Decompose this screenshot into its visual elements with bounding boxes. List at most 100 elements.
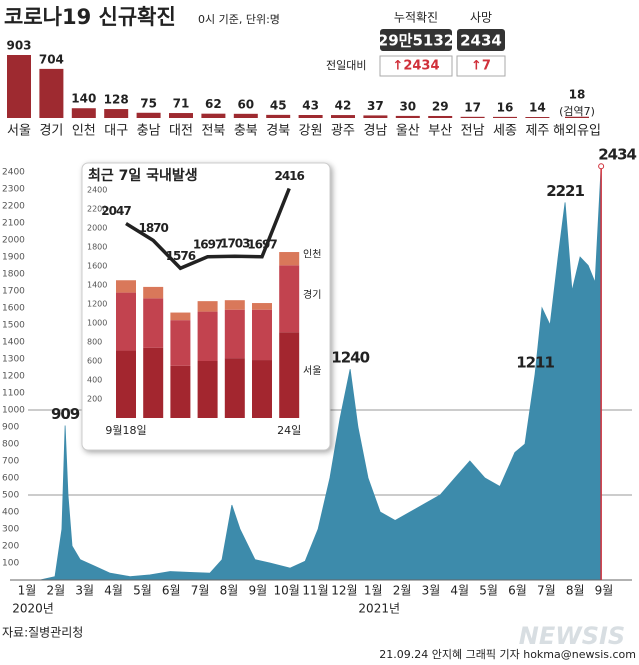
bar-segment — [252, 309, 272, 361]
bar — [331, 115, 355, 118]
value-label: 704 — [39, 52, 64, 66]
bar-segment — [279, 332, 300, 418]
category-label: 충북 — [234, 124, 258, 139]
stat-value: 29만5132 — [378, 32, 454, 50]
category-label: 대전 — [169, 124, 193, 139]
bar — [104, 109, 129, 118]
value-label: 30 — [399, 99, 416, 113]
line-label: 1703 — [220, 237, 250, 251]
source: 자료:질병관리청 — [2, 626, 83, 640]
inset-chart: 최근 7일 국내발생 200 400 600 800 1000 1200 1400 1600 18… — [87, 167, 321, 437]
bar-segment — [279, 265, 300, 333]
bar — [266, 114, 291, 118]
legend-label: 인천 — [303, 249, 321, 261]
bar — [39, 68, 64, 118]
x-tick-label: 3월 — [422, 584, 441, 598]
line-label: 1697 — [247, 237, 277, 251]
annotation: (검역7) — [559, 105, 595, 118]
x-tick-label: 12월 — [331, 584, 357, 598]
y-tick-label: 2400 — [87, 186, 107, 195]
bar — [298, 115, 323, 118]
y-tick-label: 1000 — [2, 406, 25, 416]
category-label: 충남 — [137, 124, 161, 139]
bar — [428, 115, 453, 118]
line — [125, 187, 291, 271]
bar-segment — [252, 303, 272, 310]
bar — [565, 116, 589, 118]
bar-segment — [170, 312, 191, 321]
legend-label: 경기 — [303, 288, 321, 301]
bar-segment — [143, 298, 164, 348]
y-tick-label: 600 — [87, 357, 102, 366]
bar — [233, 113, 258, 118]
value-label: 43 — [302, 99, 319, 113]
bar — [460, 116, 485, 118]
x-tick-label: 10월 — [274, 584, 300, 598]
y-tick-label: 200 — [2, 542, 19, 552]
y-tick-label: 2200 — [2, 202, 25, 212]
value-label: 14 — [529, 101, 546, 115]
credit: 21.09.24 안지혜 그래픽 기자 hokma@newsis.com — [379, 648, 636, 661]
y-tick-label: 300 — [2, 525, 19, 535]
bar-segment — [252, 360, 272, 418]
category-label: 전북 — [201, 124, 225, 139]
y-tick-label: 1600 — [87, 262, 107, 271]
bar — [395, 115, 420, 118]
bar-segment — [224, 300, 245, 310]
x-tick-label: 3월 — [75, 584, 94, 598]
area — [39, 166, 602, 581]
x-tick-label: 11월 — [302, 584, 328, 598]
bar-segment — [279, 252, 300, 266]
watermark: NEWSIS — [519, 622, 625, 650]
category-label: 울산 — [396, 124, 420, 139]
bar-segment — [143, 286, 164, 299]
value-label: 903 — [6, 39, 31, 53]
x-tick-label: 6월 — [162, 584, 181, 598]
y-tick-label: 900 — [2, 423, 19, 433]
category-label: 서울 — [7, 124, 31, 139]
y-tick-label: 1800 — [2, 270, 25, 280]
stat-box — [457, 29, 505, 51]
category-label: 부산 — [428, 124, 452, 139]
bar-segment — [197, 361, 218, 418]
value-label: 62 — [205, 97, 222, 111]
line-label: 1870 — [138, 221, 168, 235]
stat-label: 누적확진 — [394, 11, 438, 25]
y-tick-label: 1500 — [2, 321, 25, 331]
bar-segment — [224, 358, 245, 418]
y-tick-label: 1400 — [87, 281, 107, 290]
y-tick-label: 1400 — [2, 338, 25, 348]
bar — [493, 116, 517, 118]
x-tick-label: 9월 — [595, 584, 614, 598]
stat-box — [379, 55, 453, 77]
x-tick-label: 7월 — [537, 584, 556, 598]
y-tick-label: 1800 — [87, 243, 107, 252]
y-tick-label: 2000 — [87, 224, 107, 233]
value-label: 71 — [173, 97, 190, 111]
bar-segment — [224, 309, 245, 359]
x-tick-label: 4월 — [450, 584, 469, 598]
category-label: 경북 — [266, 124, 290, 139]
inset-title: 최근 7일 국내발생 — [88, 167, 198, 184]
y-tick-label: 2300 — [2, 185, 25, 195]
y-tick-label: 400 — [2, 508, 19, 518]
y-tick-label: 1300 — [2, 355, 25, 365]
y-tick-label: 1000 — [87, 319, 107, 328]
value-label: 37 — [367, 99, 384, 113]
year-label: 2021년 — [358, 602, 400, 616]
x-tick-label: 5월 — [479, 584, 498, 598]
x-tick-label: 9월 — [248, 584, 267, 598]
x-tick-label: 9월18일 — [105, 423, 146, 437]
y-tick-label: 100 — [2, 559, 19, 569]
line-label: 2047 — [101, 204, 131, 218]
y-tick-label: 2100 — [2, 219, 25, 229]
stat-value: 2434 — [460, 32, 502, 50]
peak-label: 1211 — [516, 354, 554, 372]
category-label: 광주 — [331, 124, 355, 139]
y-tick-label: 800 — [87, 338, 102, 347]
x-tick-label: 24일 — [277, 423, 301, 437]
region-chart: 903 서울 704 경기 140 인천 128 대구 75 충남 71 대전 62 전북 60 충북 45 경북… — [6, 39, 600, 139]
bar-segment — [170, 365, 191, 418]
bar-segment — [116, 350, 136, 418]
